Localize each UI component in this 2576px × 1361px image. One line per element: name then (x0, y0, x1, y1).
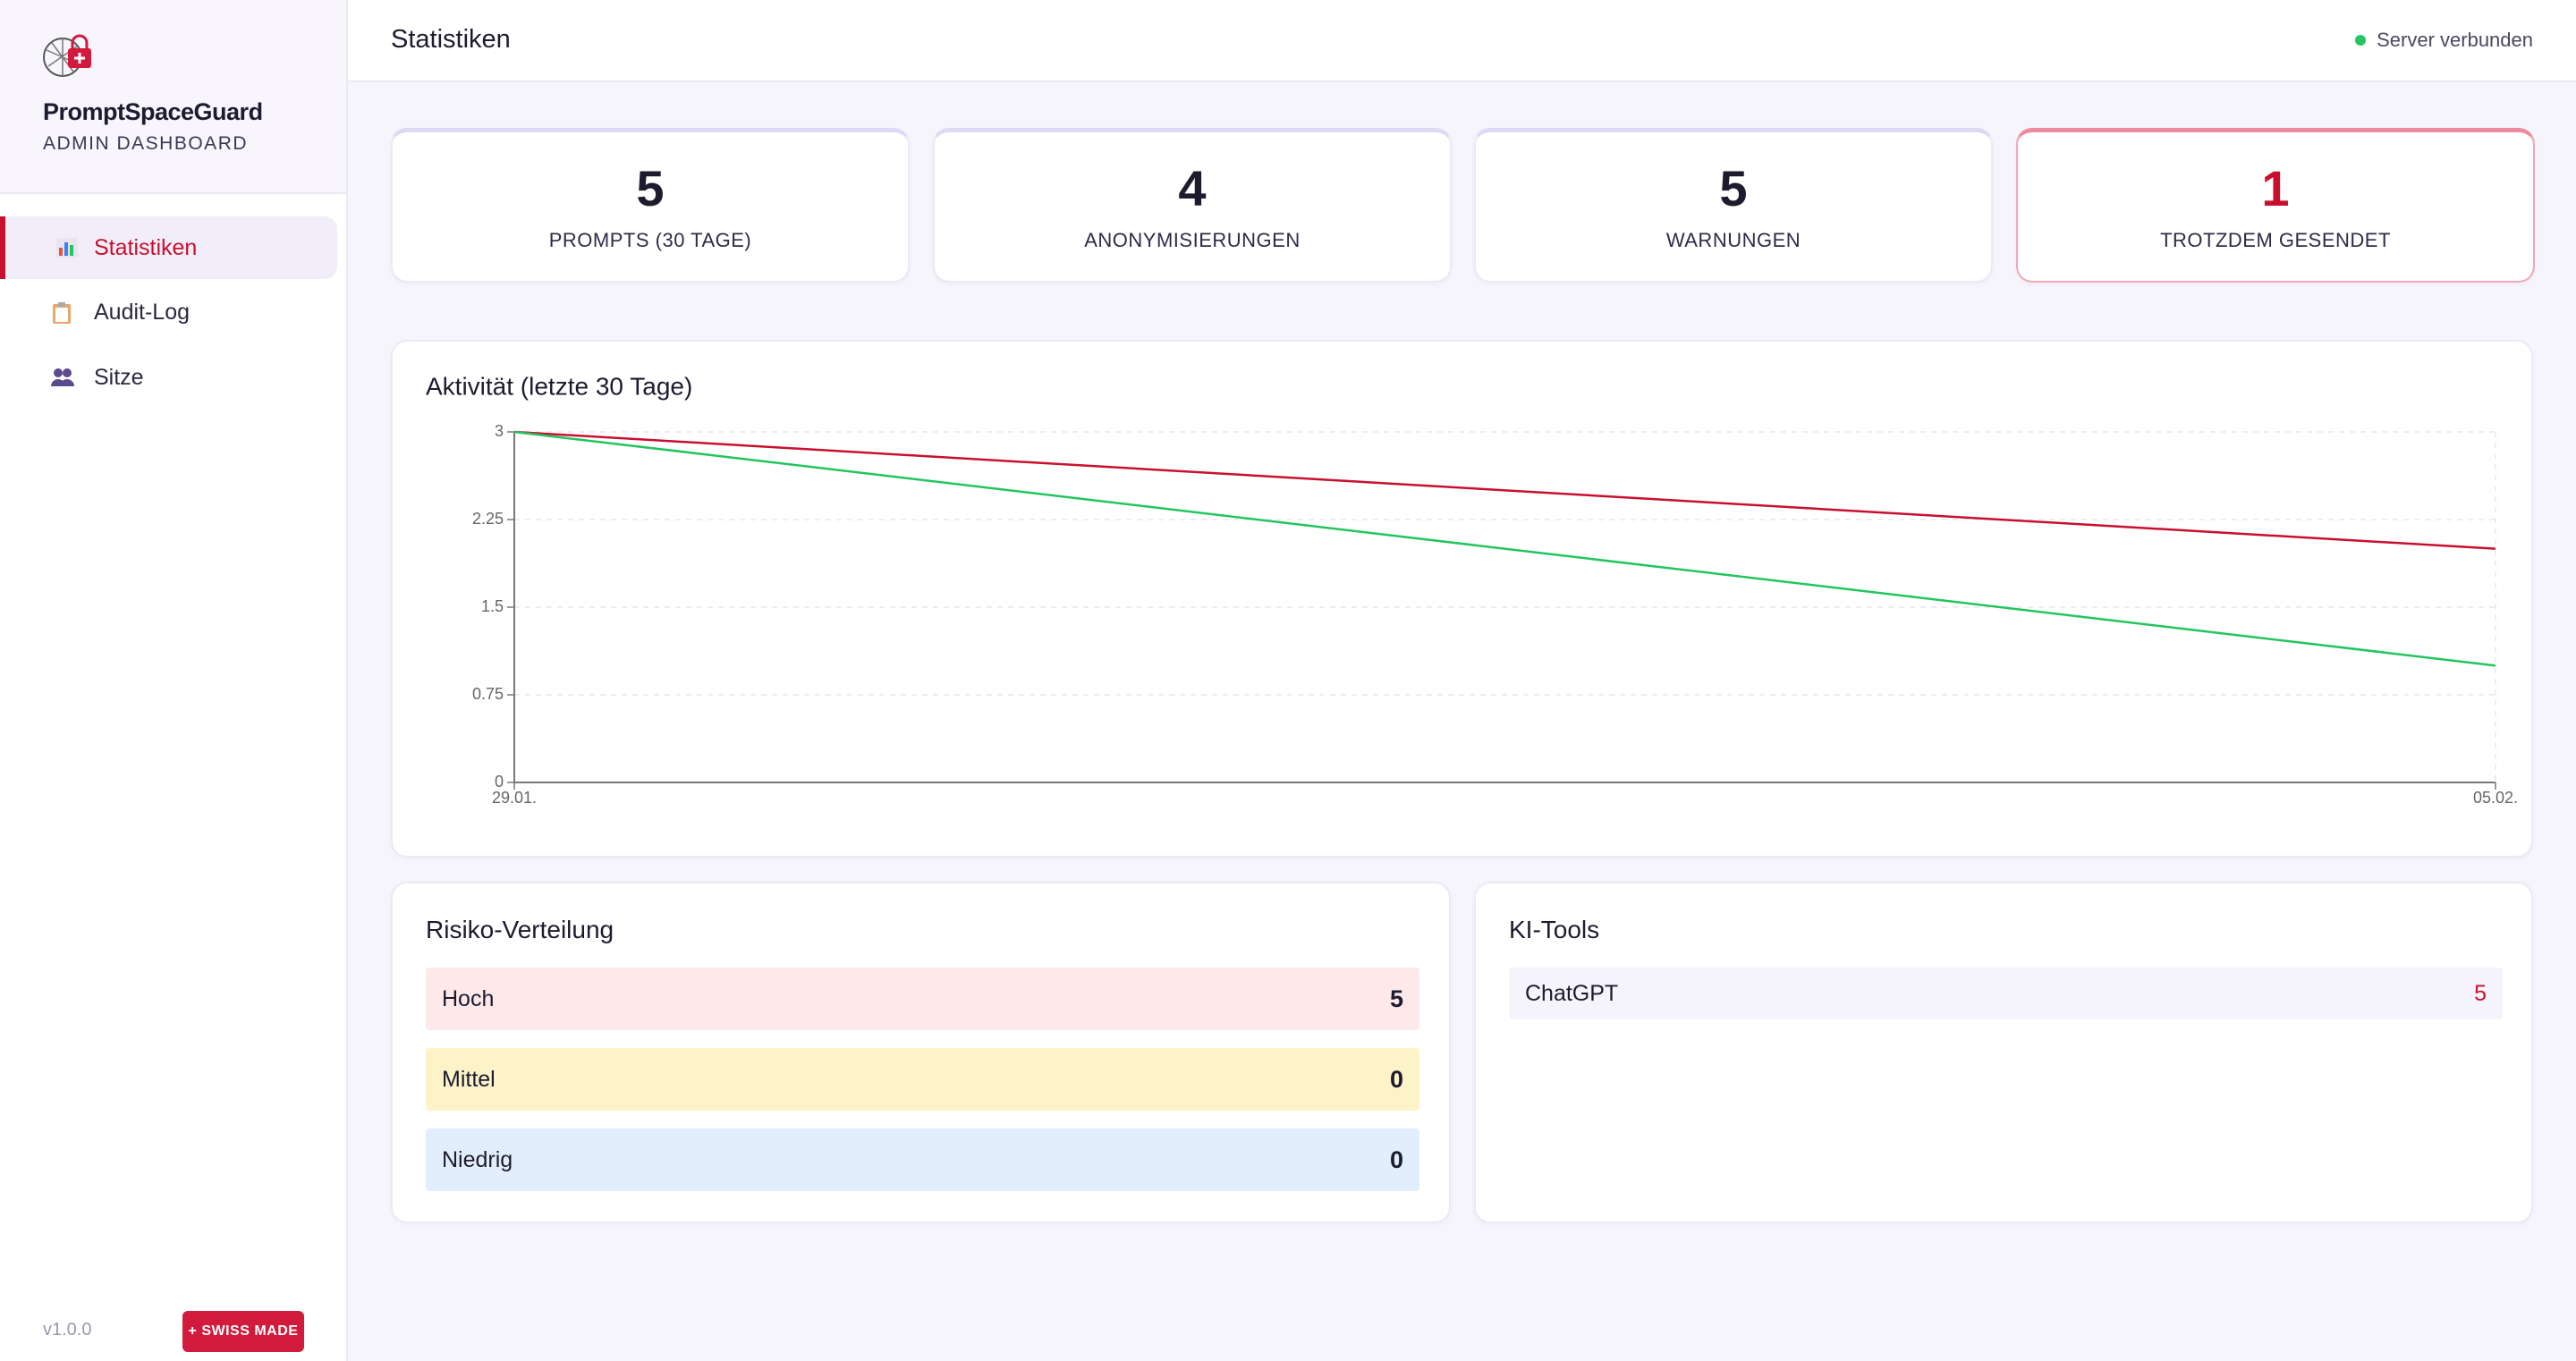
chart: Aktivität (letzte 30 Tage) 0 0.75 1.5 2.25 3… (426, 372, 2518, 807)
logo (43, 34, 91, 77)
risk-card: Risiko-Verteilung Hoch 5 Mittel 0 Niedrig 0 (391, 882, 1451, 1223)
card-title: KI-Tools (1509, 916, 1600, 943)
nav-label: Audit-Log (94, 299, 191, 325)
x-tick-label: 29.01. (492, 789, 537, 807)
nav-icon (53, 302, 71, 324)
stat-label: ANONYMISIERUNGEN (1084, 229, 1301, 251)
chart-card: Aktivität (letzte 30 Tage) 0 0.75 1.5 2.25 3… (391, 340, 2533, 858)
nav-icon (51, 368, 74, 386)
stat-value: 1 (2261, 160, 2290, 216)
tool-value: 5 (2474, 980, 2487, 1006)
risk-value: 0 (1389, 1065, 1403, 1093)
card-title: Risiko-Verteilung (426, 916, 614, 943)
x-tick-label: 05.02. (2473, 789, 2518, 807)
version: v1.0.0 (43, 1320, 92, 1340)
stat-label: TROTZDEM GESENDET (2160, 229, 2391, 251)
server-status: Server verbunden (2355, 29, 2533, 52)
status-text: Server verbunden (2377, 29, 2533, 51)
risk-label: Hoch (442, 985, 495, 1011)
nav-item[interactable]: Audit-Log (0, 281, 337, 343)
stat-card: 5 WARNUNGEN (1474, 128, 1993, 283)
status-dot (2355, 35, 2367, 46)
nav-item[interactable]: Statistiken (0, 216, 337, 279)
line-series (513, 430, 2496, 550)
risk-label: Mittel (442, 1066, 496, 1092)
swiss-badge: + SWISS MADE (182, 1311, 304, 1352)
brand-name: PromptSpaceGuard (43, 98, 263, 125)
stat-card: 5 PROMPTS (30 TAGE) (391, 128, 910, 283)
y-tick-label: 1.5 (481, 597, 504, 615)
chart-title: Aktivität (letzte 30 Tage) (426, 372, 692, 400)
page-title: Statistiken (391, 25, 511, 54)
risk-row: Hoch 5 (426, 968, 1419, 1030)
y-tick-label: 0 (495, 773, 504, 790)
tool-row: ChatGPT 5 (1509, 968, 2503, 1019)
nav-label: Sitze (94, 364, 144, 390)
risk-label: Niedrig (442, 1146, 513, 1172)
stat-value: 4 (1178, 160, 1207, 216)
brand-subtitle: ADMIN DASHBOARD (43, 133, 249, 154)
sidebar: PromptSpaceGuard ADMIN DASHBOARD Statist… (0, 0, 348, 1361)
stat-label: PROMPTS (30 TAGE) (548, 229, 752, 251)
risk-row: Mittel 0 (426, 1048, 1419, 1111)
tool-label: ChatGPT (1525, 980, 1619, 1006)
stat-card: 4 ANONYMISIERUNGEN (933, 128, 1452, 283)
nav-label: Statistiken (94, 234, 198, 260)
y-tick-label: 3 (495, 422, 504, 440)
y-tick-label: 0.75 (472, 685, 504, 703)
brand-area: PromptSpaceGuard ADMIN DASHBOARD (0, 0, 346, 194)
nav-icon (56, 238, 78, 258)
stat-label: WARNUNGEN (1665, 229, 1801, 251)
line-series (513, 430, 2496, 667)
y-tick-label: 2.25 (472, 510, 504, 528)
nav-item[interactable]: Sitze (0, 346, 337, 409)
stat-value: 5 (1719, 160, 1748, 216)
header: Statistiken Server verbunden (348, 0, 2576, 82)
risk-value: 5 (1389, 985, 1403, 1012)
tools-card: KI-Tools ChatGPT 5 (1474, 882, 2533, 1223)
risk-value: 0 (1389, 1145, 1403, 1173)
stat-card: 1 TROTZDEM GESENDET (2016, 128, 2535, 283)
stat-value: 5 (636, 160, 665, 216)
risk-row: Niedrig 0 (426, 1129, 1419, 1191)
